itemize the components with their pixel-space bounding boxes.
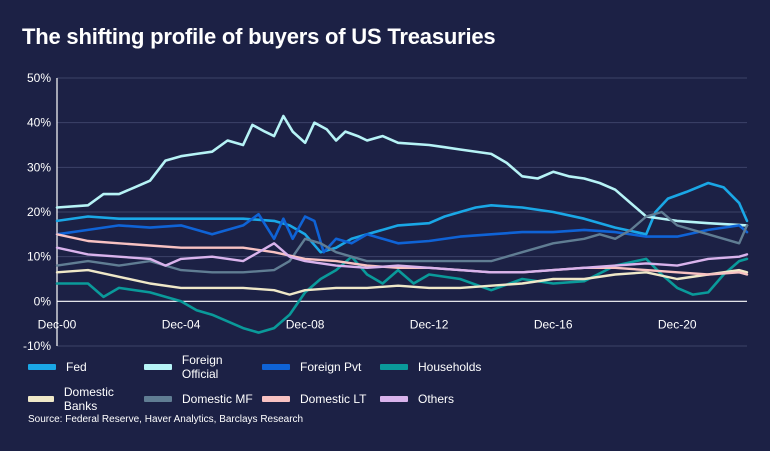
series-line-households bbox=[55, 255, 749, 334]
legend-swatch bbox=[262, 364, 290, 370]
series-line-foreign-official bbox=[55, 114, 749, 227]
y-axis-ticks: 50% 40% 30% 20% 10% 0% -10% bbox=[23, 71, 51, 353]
y-tick-label: 40% bbox=[27, 116, 51, 130]
legend-swatch bbox=[380, 396, 408, 402]
series-line-domestic-lt bbox=[55, 233, 749, 276]
legend-item: Foreign Official bbox=[144, 353, 262, 381]
x-tick-label: Dec-04 bbox=[162, 317, 201, 331]
legend-item: Domestic LT bbox=[262, 392, 380, 406]
legend-swatch bbox=[28, 396, 54, 402]
legend-item: Households bbox=[380, 360, 520, 374]
legend-item: Fed bbox=[28, 360, 144, 374]
legend-row: Domestic Banks Domestic MF Domestic LT Othe… bbox=[28, 385, 748, 413]
legend-label: Domestic Banks bbox=[63, 385, 114, 413]
legend-swatch bbox=[144, 396, 172, 402]
x-tick-label: Dec-00 bbox=[38, 317, 77, 331]
legend-label: Domestic LT bbox=[300, 392, 367, 406]
legend-item: Domestic MF bbox=[144, 392, 262, 406]
series-line-others bbox=[55, 242, 749, 274]
legend-item: Others bbox=[380, 392, 520, 406]
legend-label: Households bbox=[418, 360, 482, 374]
y-tick-label: 0% bbox=[34, 294, 52, 308]
legend-swatch bbox=[144, 364, 172, 370]
legend: Fed Foreign Official Foreign Pvt Households… bbox=[28, 353, 748, 420]
legend-label: Foreign Official bbox=[181, 353, 223, 381]
y-tick-label: -10% bbox=[23, 339, 51, 353]
series-line-domestic-mf bbox=[55, 210, 749, 274]
legend-label: Others bbox=[418, 392, 455, 406]
x-tick-label: Dec-12 bbox=[410, 317, 449, 331]
legend-label: Domestic MF bbox=[182, 392, 253, 406]
series-lines bbox=[55, 114, 749, 334]
legend-row: Fed Foreign Official Foreign Pvt Households bbox=[28, 353, 748, 381]
y-tick-label: 20% bbox=[27, 205, 51, 219]
legend-item: Foreign Pvt bbox=[262, 360, 380, 374]
x-tick-label: Dec-16 bbox=[534, 317, 573, 331]
legend-item: Domestic Banks bbox=[28, 385, 144, 413]
legend-label: Foreign Pvt bbox=[300, 360, 362, 374]
gridlines bbox=[56, 77, 747, 347]
x-axis-ticks: Dec-00 Dec-04 Dec-08 Dec-12 Dec-16 Dec-20 bbox=[38, 317, 697, 331]
y-tick-label: 50% bbox=[27, 71, 51, 85]
x-tick-label: Dec-20 bbox=[658, 317, 697, 331]
chart-title: The shifting profile of buyers of US Tre… bbox=[22, 24, 496, 49]
series-line-fed bbox=[55, 181, 749, 254]
series-line-foreign-pvt bbox=[55, 212, 749, 254]
x-tick-label: Dec-08 bbox=[286, 317, 325, 331]
legend-label: Fed bbox=[66, 360, 87, 374]
legend-swatch bbox=[380, 364, 408, 370]
source-note: Source: Federal Reserve, Haver Analytics… bbox=[28, 414, 304, 425]
legend-swatch bbox=[262, 396, 290, 402]
series-line-domestic-banks bbox=[55, 268, 749, 296]
y-tick-label: 10% bbox=[27, 250, 51, 264]
y-tick-label: 30% bbox=[27, 160, 51, 174]
legend-swatch bbox=[28, 364, 56, 370]
